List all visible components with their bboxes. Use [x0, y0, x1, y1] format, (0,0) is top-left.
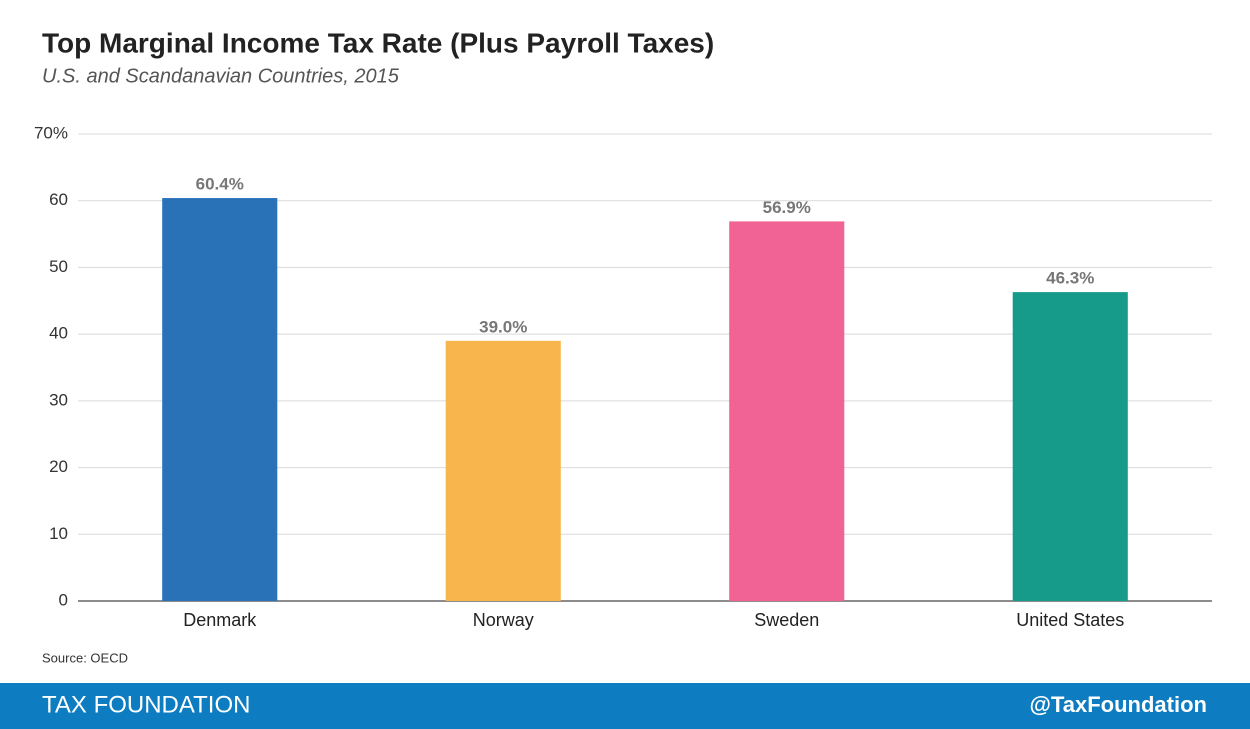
x-tick-label: Sweden — [754, 610, 819, 630]
x-tick-label: United States — [1016, 610, 1124, 630]
y-tick-label: 50 — [49, 257, 68, 276]
y-tick-label: 40 — [49, 324, 68, 343]
y-tick-label: 10 — [49, 524, 68, 543]
bar — [729, 221, 845, 601]
bar — [1012, 292, 1128, 601]
source-note: Source: OECD — [42, 650, 128, 665]
bar — [162, 198, 278, 601]
y-tick-label: 30 — [49, 390, 68, 409]
value-label: 46.3% — [1046, 269, 1094, 288]
chart-subtitle: U.S. and Scandanavian Countries, 2015 — [42, 65, 400, 87]
x-tick-label: Denmark — [183, 610, 257, 630]
bar — [445, 340, 561, 601]
footer-bar — [0, 683, 1250, 729]
value-label: 39.0% — [479, 317, 527, 336]
y-tick-label: 20 — [49, 457, 68, 476]
value-label: 60.4% — [196, 175, 244, 194]
chart-title: Top Marginal Income Tax Rate (Plus Payro… — [42, 27, 714, 58]
footer-brand: TAX FOUNDATION — [42, 691, 250, 718]
y-tick-label: 0 — [59, 590, 68, 609]
value-label: 56.9% — [763, 198, 811, 217]
y-tick-label: 70% — [34, 123, 68, 142]
y-tick-label: 60 — [49, 190, 68, 209]
x-tick-label: Norway — [473, 610, 534, 630]
footer-handle: @TaxFoundation — [1030, 692, 1207, 717]
